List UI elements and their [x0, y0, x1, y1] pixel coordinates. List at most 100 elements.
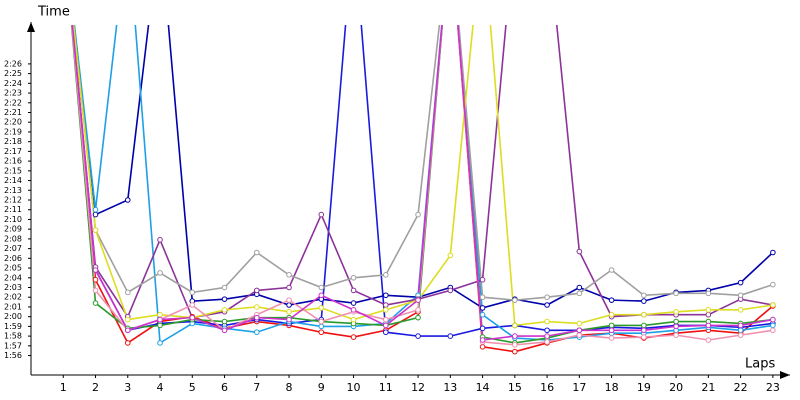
point — [124, 327, 131, 334]
point — [383, 272, 389, 278]
x-tick-label: 11 — [379, 381, 393, 394]
y-tick-label: 2:14 — [4, 176, 22, 185]
point — [92, 287, 99, 294]
point — [641, 322, 647, 329]
point — [221, 318, 228, 325]
point — [157, 270, 163, 276]
point — [447, 252, 454, 259]
y-tick-label: 2:02 — [4, 293, 22, 302]
point — [770, 327, 776, 334]
point — [737, 322, 744, 329]
point — [576, 290, 583, 297]
y-tick-label: 2:21 — [4, 108, 22, 117]
point — [576, 320, 583, 327]
point — [383, 292, 389, 299]
point — [157, 322, 163, 329]
x-tick-label: 17 — [572, 381, 586, 394]
y-axis-label: Time — [37, 5, 70, 20]
point — [512, 322, 518, 329]
point — [221, 307, 228, 313]
point — [770, 302, 776, 308]
point — [157, 316, 163, 323]
point — [673, 309, 679, 315]
y-tick-label: 2:13 — [4, 186, 22, 195]
y-tick-label: 2:06 — [4, 254, 22, 263]
point — [253, 314, 260, 321]
point — [770, 281, 776, 288]
x-tick-label: 3 — [124, 381, 131, 394]
x-axis-arrow — [780, 371, 790, 379]
y-tick-label: 2:03 — [4, 283, 22, 292]
point — [350, 287, 357, 294]
point — [383, 329, 389, 336]
point — [737, 327, 744, 334]
x-tick-label: 16 — [540, 381, 554, 394]
point — [705, 337, 712, 343]
point — [544, 333, 550, 339]
x-tick-label: 14 — [476, 381, 490, 394]
point — [608, 335, 615, 341]
point — [350, 300, 357, 306]
point — [415, 314, 421, 321]
point — [512, 342, 518, 348]
point — [447, 333, 454, 339]
point — [221, 296, 228, 302]
point — [576, 332, 583, 338]
point — [124, 316, 131, 323]
point — [544, 318, 550, 325]
x-tick-label: 9 — [318, 381, 325, 394]
x-tick-label: 23 — [766, 381, 780, 394]
y-tick-label: 2:26 — [4, 59, 22, 68]
point — [318, 292, 325, 299]
point — [92, 211, 99, 218]
point — [705, 322, 712, 329]
point — [124, 289, 131, 296]
point — [383, 302, 389, 308]
point — [770, 249, 776, 256]
point — [544, 294, 550, 301]
x-tick-label: 2 — [92, 381, 99, 394]
x-tick-label: 4 — [157, 381, 164, 394]
point — [705, 311, 712, 318]
point — [737, 292, 744, 299]
y-tick-label: 2:25 — [4, 69, 22, 78]
point — [350, 307, 357, 313]
point — [641, 311, 647, 318]
y-tick-label: 2:08 — [4, 234, 22, 243]
point — [350, 316, 357, 323]
point — [253, 304, 260, 310]
y-tick-label: 1:59 — [4, 322, 22, 331]
x-tick-label: 1 — [60, 381, 67, 394]
point — [705, 290, 712, 297]
point — [641, 334, 647, 340]
y-tick-label: 2:20 — [4, 118, 22, 127]
point — [479, 276, 486, 283]
point — [189, 302, 196, 308]
point — [544, 327, 550, 334]
point — [415, 211, 421, 218]
point — [479, 344, 486, 350]
point — [415, 333, 421, 339]
point — [737, 279, 744, 286]
point — [383, 316, 389, 323]
point — [350, 334, 357, 340]
y-tick-label: 2:07 — [4, 244, 22, 253]
y-tick-label: 1:56 — [4, 351, 22, 360]
point — [318, 211, 325, 218]
point — [318, 323, 325, 330]
point — [383, 307, 389, 313]
point — [286, 316, 292, 323]
y-tick-label: 2:24 — [4, 79, 22, 88]
y-tick-label: 2:09 — [4, 225, 22, 234]
point — [415, 297, 421, 303]
point — [576, 248, 583, 255]
x-tick-label: 13 — [443, 381, 457, 394]
point — [253, 329, 260, 336]
point — [124, 197, 131, 203]
point — [157, 237, 163, 243]
point — [705, 307, 712, 313]
point — [92, 300, 99, 306]
point — [286, 309, 292, 315]
y-axis-arrow — [27, 22, 35, 32]
